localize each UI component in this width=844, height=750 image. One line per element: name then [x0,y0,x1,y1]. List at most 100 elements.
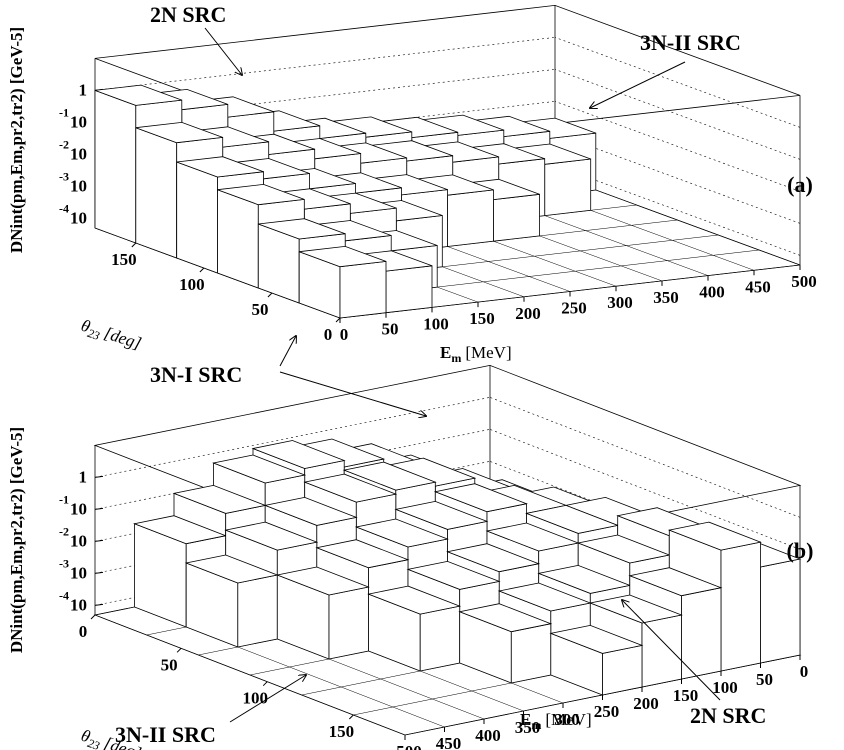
x-tick-label: 150 [469,309,495,328]
z-grid-line [94,37,556,91]
y-tick-label: 50 [161,655,178,674]
y-tick [176,647,182,653]
y-tick-label: 100 [242,689,268,708]
bar-top [667,521,762,551]
bar-top [576,534,671,564]
bar-side [493,193,540,242]
x-axis-title-part: m [451,351,461,365]
z-tick [94,571,104,574]
bar-side [447,189,494,247]
arrow [590,61,686,108]
z-tick-label: 10 [70,112,87,131]
x-tick-label: 450 [436,734,462,750]
arrow [279,371,426,416]
bar [275,566,370,660]
x-tick-label: 350 [515,718,541,737]
x-axis-title-part: E [440,343,451,362]
z-tick-label: 10 [70,499,87,518]
bar-side [339,260,387,319]
bar-top [628,567,723,597]
y-axis-title-part: [deg] [102,323,144,353]
bar [298,245,387,319]
bar [184,554,279,648]
x-axis-title-part: [MeV] [545,710,591,729]
y-tick-label: 100 [179,275,205,294]
y-tick [267,292,273,298]
bar-top [537,564,632,594]
x-tick-label: 200 [633,694,659,713]
x-tick-label: 350 [653,288,679,307]
y-tick-label: 150 [329,722,355,741]
arrow [229,675,306,723]
bar-top [394,500,489,530]
z-grid-line [489,429,801,550]
z-tick [94,475,104,478]
y-tick-label: 0 [324,325,333,344]
z-axis-title: DNint(pm,Em,pr2,tr2) [GeV-5] [7,27,26,253]
bar-top [224,521,319,551]
z-tick-exponent: -3 [59,169,69,183]
annotation: 2N SRC [150,2,226,27]
y-tick [90,614,96,620]
bar-top [342,461,437,491]
bar-side [510,623,552,684]
z-grid-line [554,133,801,224]
z-tick-label: 10 [70,144,87,163]
z-tick-label: 1 [79,467,88,486]
arrow [622,600,721,701]
bar-top [525,504,620,534]
y-tick-label: 150 [111,250,137,269]
bar-top [588,594,683,624]
y-tick [335,317,341,323]
x-axis-title-part: E [520,710,531,729]
panel-label: (a) [787,172,813,197]
z-tick-exponent: -2 [59,137,69,151]
panel-label: (b) [787,538,814,563]
annotation: 3N-I SRC [150,362,242,387]
bar-top [303,473,398,503]
x-tick-label: 400 [699,283,725,302]
x-tick-label: 200 [515,304,541,323]
z-tick-label: 10 [70,531,87,550]
bar-side [237,574,278,648]
z-grid-line [94,397,491,478]
bar-top [275,566,370,596]
bar-top [172,484,267,514]
bar-top [315,539,410,569]
bar-top [367,585,462,615]
bar-side [328,586,369,660]
x-tick-label: 150 [673,686,699,705]
annotation: 3N-II SRC [640,30,741,55]
bar-top [217,183,305,206]
y-axis-title-part: 23 [86,326,102,343]
y-tick [348,714,354,720]
y-tick [131,242,137,248]
x-tick-label: 250 [561,299,587,318]
x-tick-label: 500 [791,272,817,291]
bar-top [94,84,182,106]
z-tick-exponent: -4 [59,201,69,215]
z-tick-exponent: -4 [59,588,69,602]
bar-side [176,161,218,274]
bar [367,585,462,672]
bar-top [184,554,279,584]
bar-top [433,483,528,513]
bar-side [720,541,761,672]
bar-side [94,89,137,244]
bar-top [133,515,228,545]
z-tick-exponent: -3 [59,556,69,570]
x-tick-label: 100 [712,678,738,697]
bar-top [354,518,449,548]
arrow [204,27,242,75]
bar-side [419,605,461,672]
bar-top [406,560,501,590]
x-tick-label: 300 [554,710,580,729]
bar-top [446,543,541,573]
bar-top [135,121,223,144]
y-axis-title-part: 23 [86,736,102,750]
arrow [279,336,296,367]
x-tick-label: 500 [396,742,422,750]
z-tick-label: 10 [70,176,87,195]
bar-top [212,454,307,484]
